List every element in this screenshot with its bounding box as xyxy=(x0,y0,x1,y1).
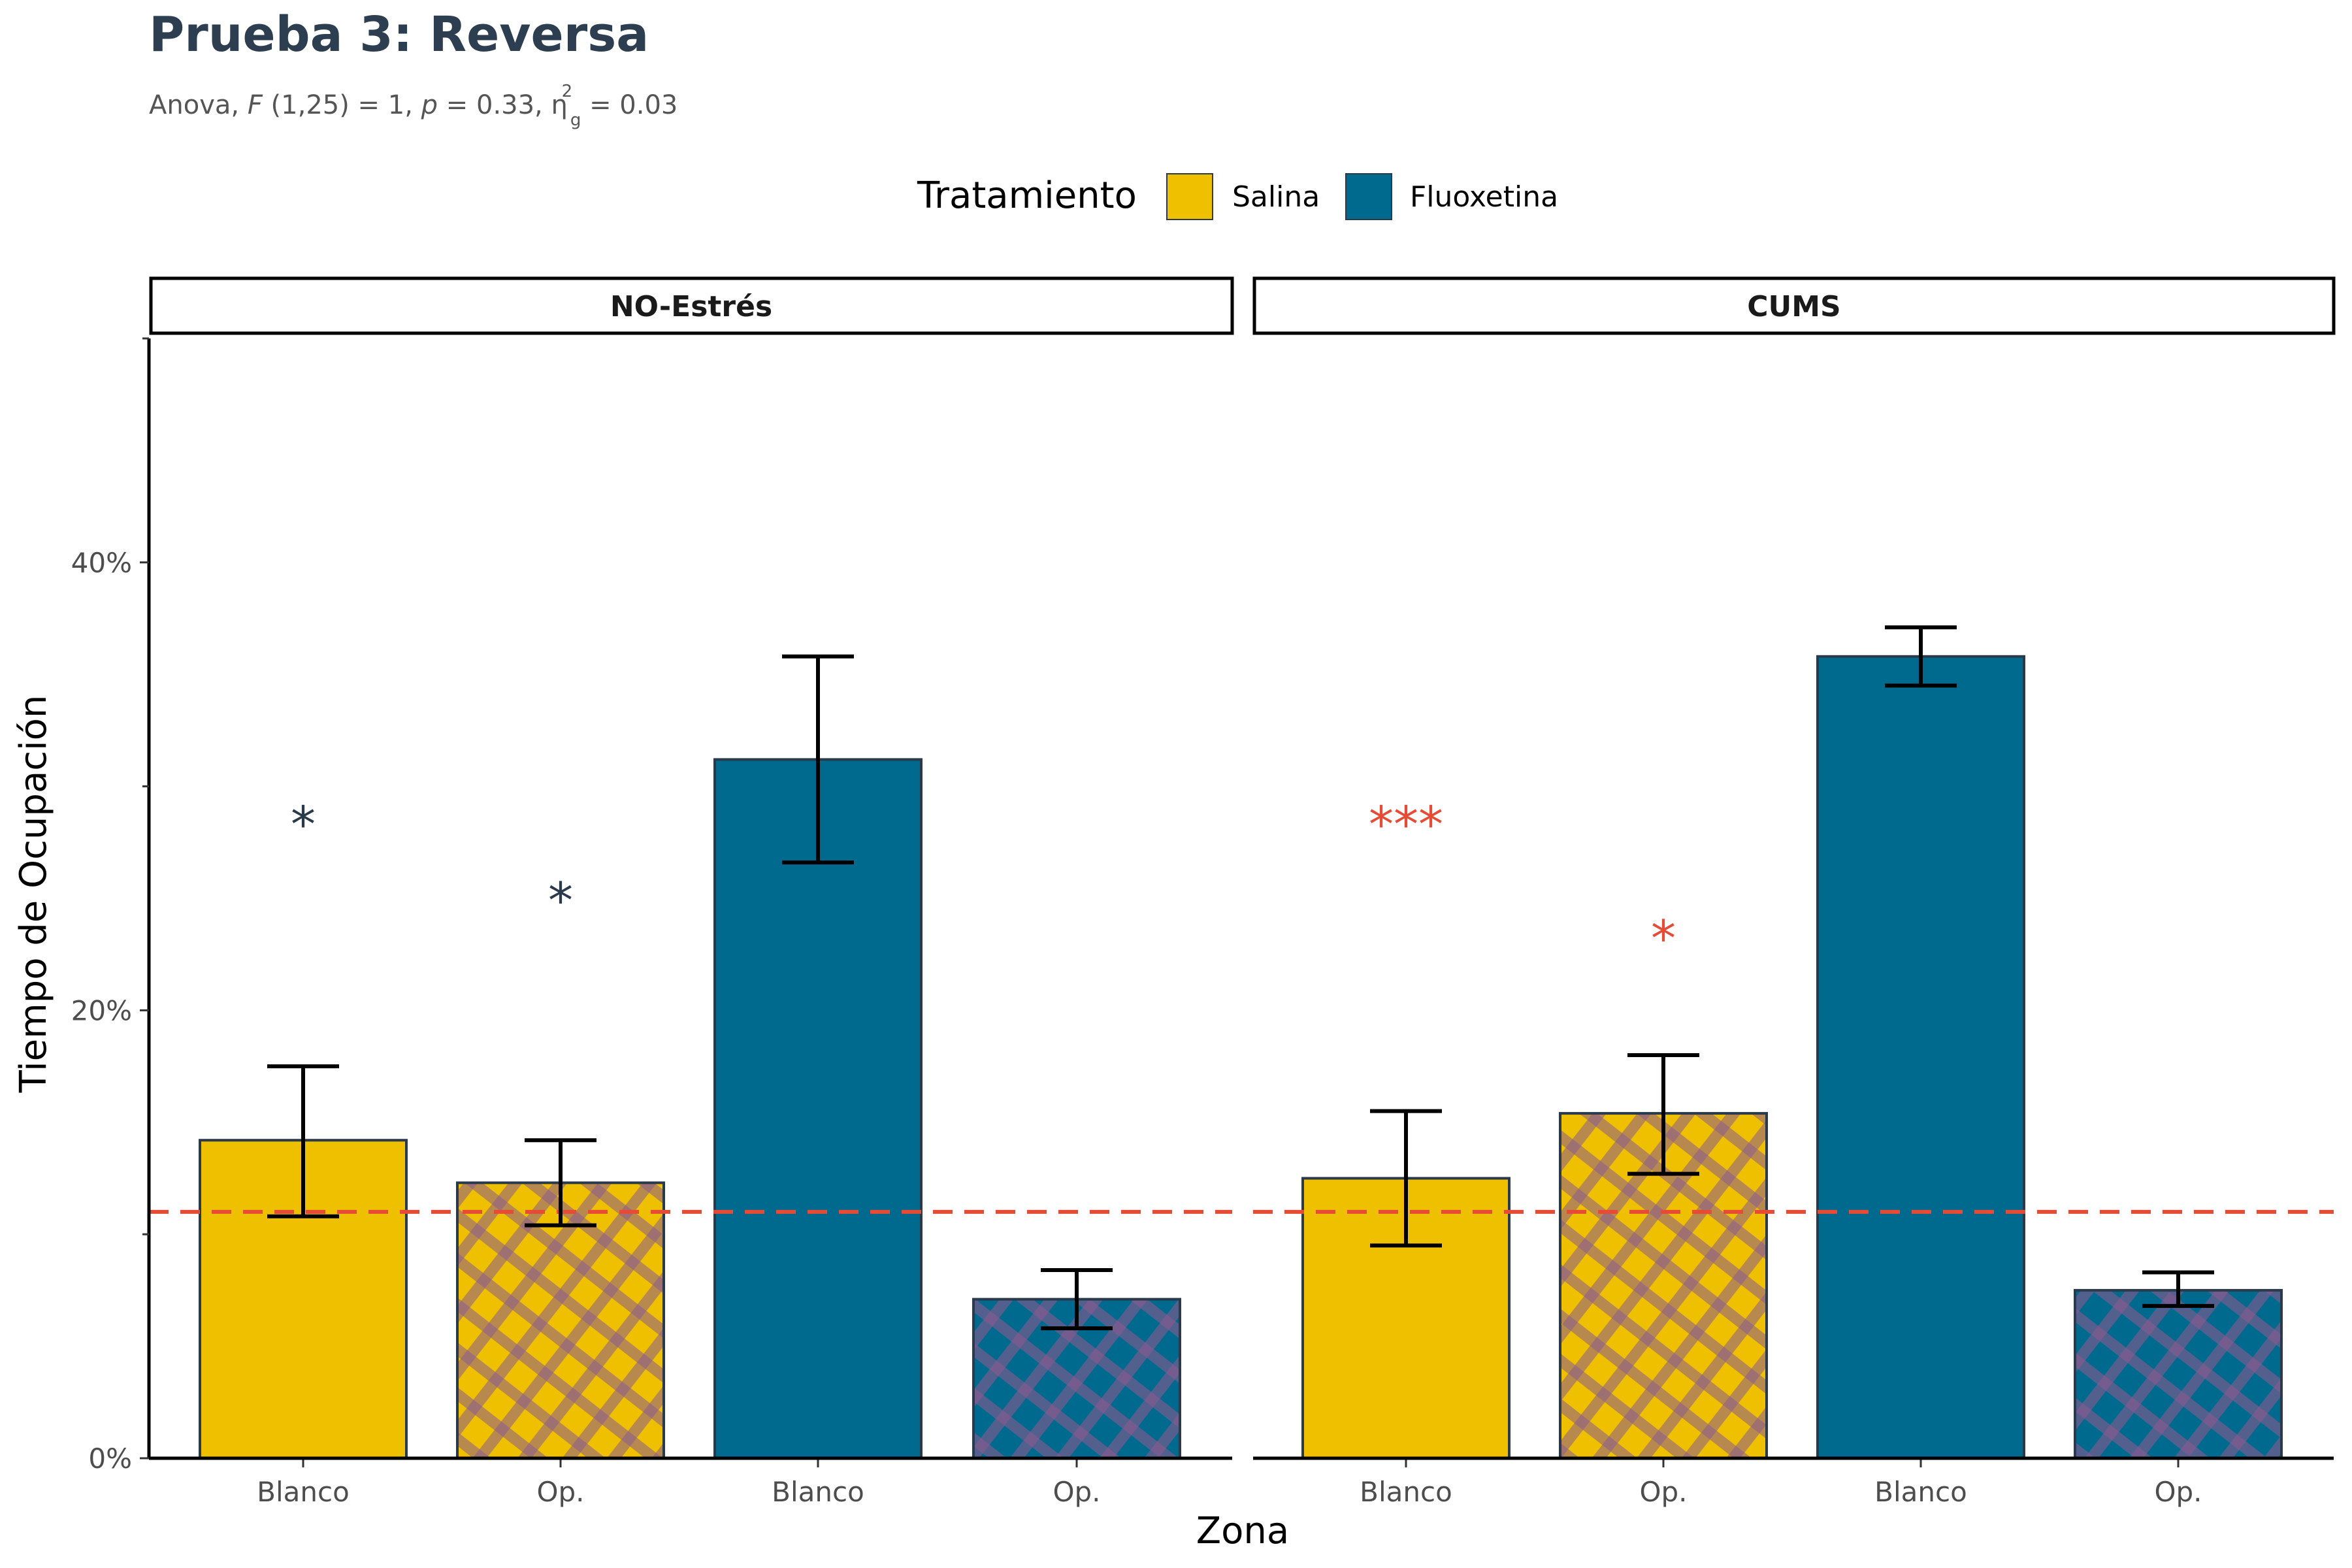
strip-label-cums: CUMS xyxy=(1747,290,1841,323)
subtitle-prefix: Anova, xyxy=(149,90,248,120)
legend: Tratamiento Salina Fluoxetina xyxy=(917,173,1558,220)
legend-label-fluoxetina: Fluoxetina xyxy=(1410,180,1558,214)
errorbars-layer xyxy=(267,625,2214,1331)
significance-label: *** xyxy=(1369,795,1443,853)
x-axis-title: Zona xyxy=(1196,1510,1289,1552)
legend-swatch-fluoxetina xyxy=(1345,173,1392,220)
y-tick-label: 0% xyxy=(88,1443,132,1475)
x-tick-label: Op. xyxy=(536,1476,584,1508)
bar-cums-3 xyxy=(1816,655,2025,1460)
bar-no-estres-2 xyxy=(456,1181,665,1460)
x-tick-label: Blanco xyxy=(772,1476,864,1508)
subtitle-eta-super: 2 xyxy=(562,82,573,101)
chart-title: Prueba 3: Reversa xyxy=(149,7,649,63)
subtitle-eta-sub: g xyxy=(570,110,581,130)
axes-layer: Blanco Op. Blanco Op. Blanco Op. Blanco Op. 0% 20… xyxy=(71,337,2334,1508)
subtitle-p-value: = 0.33, xyxy=(446,90,551,120)
x-tick-label: Op. xyxy=(1639,1476,1687,1508)
subtitle-eta-value: = 0.03 xyxy=(589,90,678,120)
significance-label: * xyxy=(548,871,573,929)
bars-layer xyxy=(199,655,2283,1460)
legend-label-salina: Salina xyxy=(1232,180,1320,214)
x-tick-label: Blanco xyxy=(257,1476,350,1508)
significance-label: * xyxy=(1651,909,1676,968)
significance-label: * xyxy=(291,795,316,853)
x-tick-label: Op. xyxy=(2154,1476,2202,1508)
subtitle-f-symbol: F xyxy=(248,90,263,120)
subtitle-p-symbol: p xyxy=(421,90,438,120)
bar-cums-4 xyxy=(2074,1288,2283,1460)
x-tick-label: Blanco xyxy=(1874,1476,1967,1508)
chart-subtitle: Anova, F (1,25) = 1, p = 0.33, η 2 g = 0… xyxy=(149,73,678,132)
y-axis-title: Tiempo de Ocupación xyxy=(12,695,55,1094)
subtitle-f-args: (1,25) = 1, xyxy=(271,90,421,120)
x-tick-label: Op. xyxy=(1053,1476,1100,1508)
strip-cums xyxy=(1252,276,2336,335)
x-tick-label: Blanco xyxy=(1360,1476,1452,1508)
y-tick-label: 40% xyxy=(71,547,132,579)
strip-label-no-estres: NO-Estrés xyxy=(610,290,772,323)
y-tick-label: 20% xyxy=(71,994,132,1026)
legend-title: Tratamiento xyxy=(917,174,1137,217)
annotations-layer: ****** xyxy=(291,795,1676,968)
subtitle-eta-symbol: η xyxy=(551,90,568,120)
strip-no-estres xyxy=(149,276,1234,335)
legend-swatch-salina xyxy=(1166,173,1213,220)
